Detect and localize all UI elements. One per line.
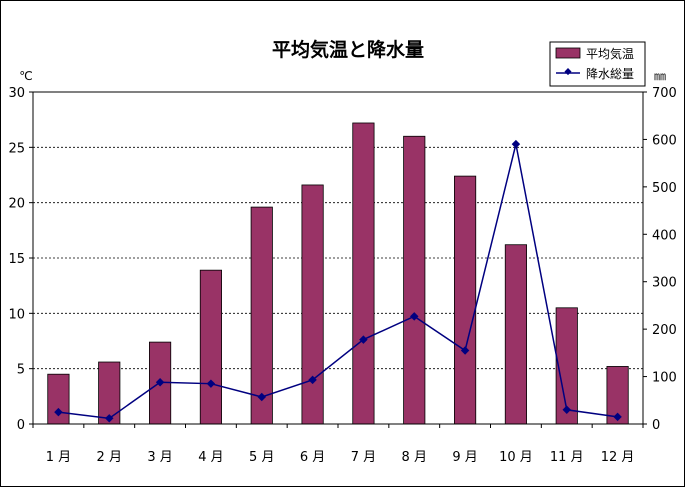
right-tick-label: 100 (652, 371, 677, 386)
left-tick-label: 5 (17, 363, 25, 378)
legend-label-temperature: 平均気温 (586, 46, 634, 61)
precipitation-point (410, 312, 419, 321)
x-tick-label: 2 月 (97, 450, 122, 465)
right-tick-label: 400 (652, 228, 677, 243)
temperature-bar (199, 269, 222, 425)
x-tick-label: 6 月 (300, 450, 325, 465)
legend-marker-swatch (564, 68, 572, 76)
temperature-bar (352, 122, 375, 425)
precipitation-point (105, 414, 114, 423)
left-tick-label: 20 (8, 197, 25, 212)
temperature-bar (504, 244, 527, 425)
right-tick-label: 200 (652, 323, 677, 338)
legend: 平均気温 降水総量 (549, 41, 646, 87)
precipitation-point (359, 335, 368, 344)
precipitation-line (58, 143, 618, 420)
left-axis-unit: ℃ (19, 69, 32, 83)
temperature-bar (454, 175, 477, 425)
temperature-bar (47, 373, 70, 425)
x-tick-label: 10 月 (499, 450, 533, 465)
precipitation-point (54, 407, 63, 417)
temperature-bar (250, 206, 273, 425)
x-tick-label: 11 月 (550, 450, 584, 465)
x-tick-label: 7 月 (351, 450, 376, 465)
x-tick-label: 5 月 (249, 450, 274, 465)
right-axis-unit: ㎜ (654, 69, 666, 83)
x-tick-label: 1 月 (46, 450, 71, 465)
right-tick-label: 500 (652, 181, 677, 196)
precipitation-point (613, 412, 622, 422)
left-tick-label: 10 (8, 307, 25, 322)
precipitation-point (308, 375, 317, 385)
x-tick-label: 9 月 (452, 450, 477, 465)
x-tick-label: 4 月 (198, 450, 223, 465)
legend-label-precipitation: 降水総量 (586, 67, 634, 81)
line-series (54, 139, 622, 423)
x-tick-label: 8 月 (402, 450, 427, 465)
right-tick-label: 700 (652, 86, 677, 101)
precipitation-point (155, 378, 165, 387)
temperature-bar (403, 135, 426, 425)
left-tick-label: 0 (17, 418, 25, 433)
right-tick-label: 0 (652, 418, 660, 433)
grid (33, 92, 643, 424)
right-tick-label: 600 (652, 133, 677, 148)
precipitation-point (562, 405, 571, 415)
left-tick-label: 30 (8, 86, 25, 101)
chart-title: 平均気温と降水量 (272, 38, 424, 61)
x-tick-label: 3 月 (147, 450, 172, 465)
precipitation-point (460, 346, 470, 355)
precipitation-point (257, 392, 266, 402)
left-tick-label: 25 (8, 141, 25, 156)
right-tick-label: 300 (652, 276, 677, 291)
x-tick-label: 12 月 (601, 450, 635, 465)
precipitation-point (206, 379, 216, 388)
left-tick-label: 15 (8, 252, 25, 267)
temperature-bar (301, 184, 324, 425)
legend-bar-swatch (555, 47, 581, 59)
